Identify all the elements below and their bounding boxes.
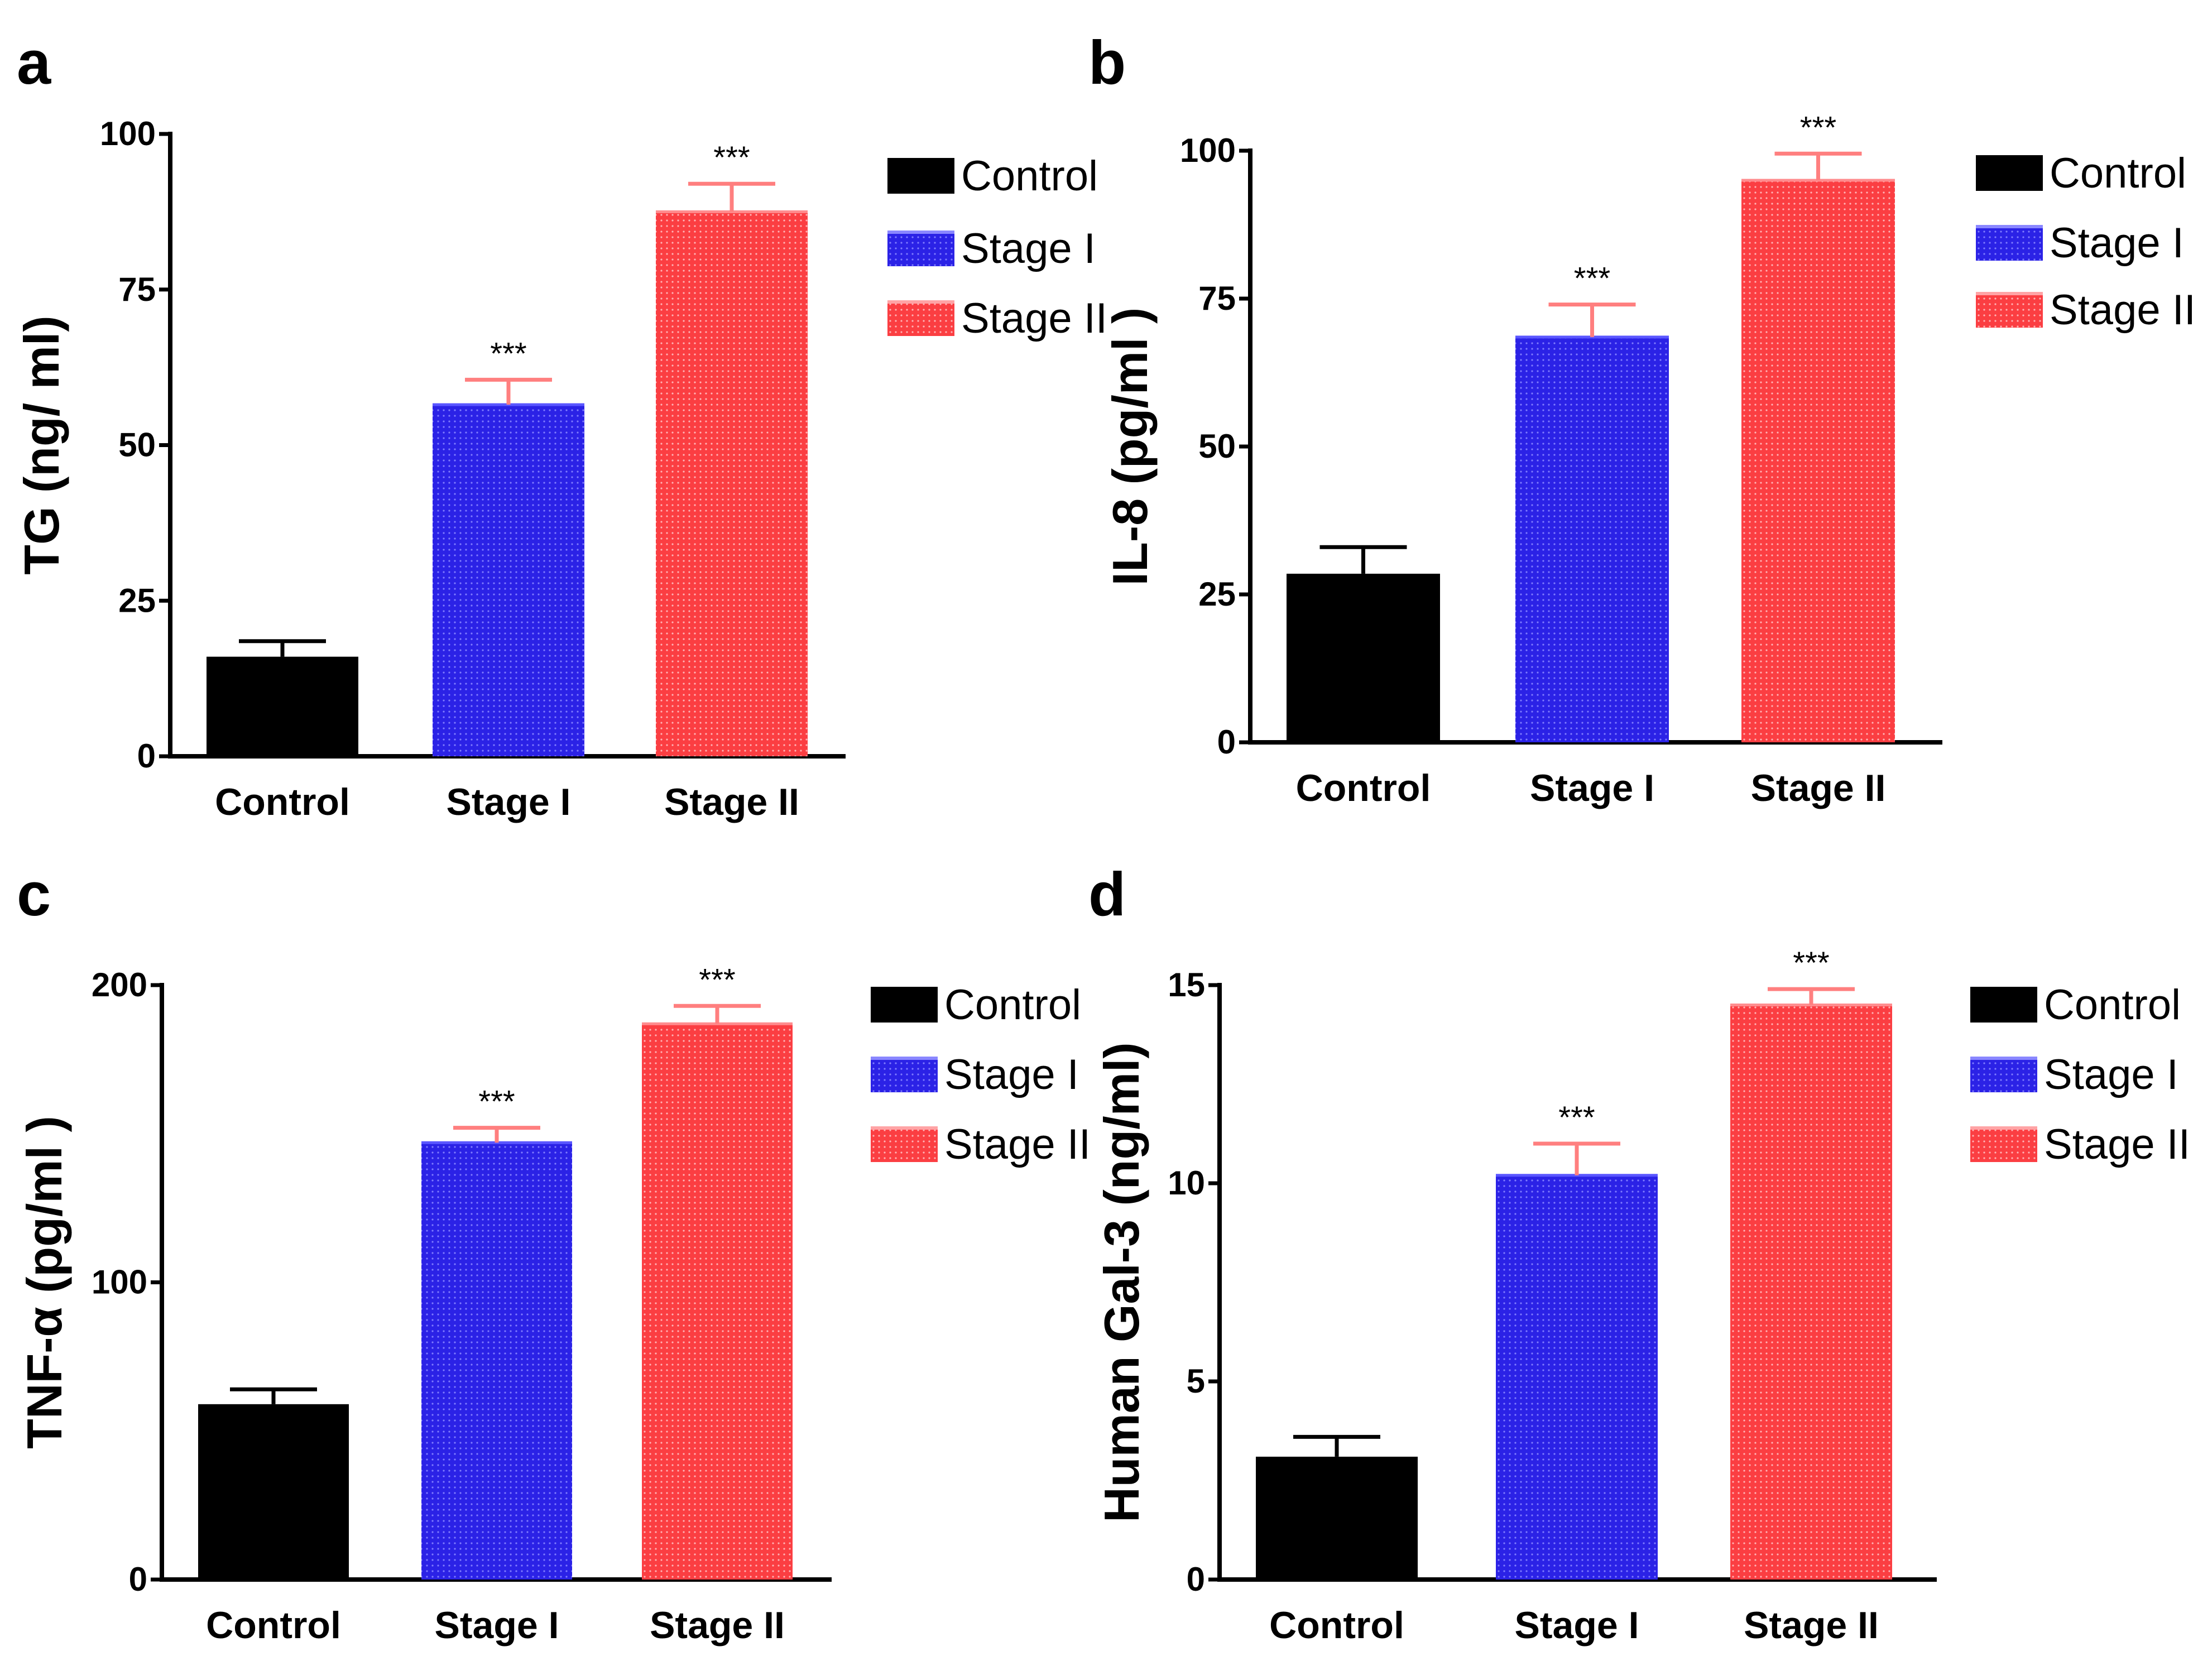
significance-label: *** [699, 962, 735, 997]
legend-label-stage-i: Stage I [944, 1051, 1079, 1098]
x-tick-label-stage-i: Stage I [435, 1604, 559, 1647]
x-tick-label-stage-ii: Stage II [664, 781, 799, 823]
y-axis-label: IL-8 (pg/ml ) [1102, 308, 1158, 586]
legend-swatch-control [887, 158, 954, 194]
y-axis-label: TG (ng/ ml) [14, 315, 69, 574]
legend-label-stage-i: Stage I [2044, 1051, 2178, 1098]
y-tick-label: 5 [1187, 1362, 1205, 1400]
legend-swatch-control [1970, 987, 2037, 1023]
legend-label-control: Control [2050, 150, 2186, 197]
bar-stage-i [433, 405, 584, 756]
y-tick-label: 25 [118, 582, 156, 619]
legend-swatch-control [871, 987, 938, 1023]
y-tick-label: 15 [1168, 966, 1205, 1004]
significance-label: *** [1574, 261, 1610, 296]
bar-control [207, 656, 358, 756]
y-tick-label: 0 [129, 1561, 147, 1598]
y-tick-label: 0 [137, 737, 156, 775]
legend-swatch-stage-ii [887, 300, 954, 336]
y-axis-label: Human Gal-3 (ng/ml) [1094, 1042, 1149, 1523]
legend-label-stage-ii: Stage II [961, 295, 1107, 342]
bar-stage-i [1515, 337, 1669, 742]
panel-letter-a: a [17, 28, 51, 97]
significance-label: *** [1558, 1100, 1595, 1135]
bar-stage-ii [656, 212, 808, 756]
bar-control [1287, 573, 1440, 742]
y-axis-label: TNF-α (pg/ml ) [17, 1116, 72, 1449]
significance-label: *** [478, 1084, 515, 1119]
legend: Control Stage I Stage II [887, 152, 1107, 342]
x-tick-label-stage-i: Stage I [1515, 1604, 1639, 1647]
chart-panel-b: b IL-8 (pg/ml ) 0 25 50 75 100 Control *** Stage … [1088, 28, 2196, 809]
legend-label-stage-i: Stage I [961, 225, 1096, 272]
legend-label-stage-ii: Stage II [944, 1121, 1091, 1168]
chart-panel-a: a TG (ng/ ml) 0 25 50 75 100 Control *** Stage I *… [14, 28, 1107, 823]
significance-label: *** [1793, 945, 1829, 980]
y-tick-label: 100 [92, 1264, 147, 1301]
chart-panel-c: c TNF-α (pg/ml ) 0 100 200 Control *** Stage I *… [17, 860, 1091, 1647]
y-tick-label: 50 [1198, 428, 1236, 465]
bar-stage-i [1496, 1175, 1658, 1580]
y-tick-label: 100 [100, 115, 156, 152]
legend-label-control: Control [961, 152, 1098, 200]
legend-label-stage-ii: Stage II [2050, 286, 2196, 334]
x-tick-label-control: Control [206, 1604, 341, 1647]
x-tick-label-control: Control [1269, 1604, 1404, 1647]
legend-swatch-control [1976, 155, 2043, 191]
legend-swatch-stage-ii [871, 1126, 938, 1162]
x-tick-label-stage-ii: Stage II [650, 1604, 785, 1647]
y-tick-label: 50 [118, 426, 156, 464]
y-tick-label: 0 [1217, 723, 1236, 761]
x-tick-label-control: Control [1296, 767, 1431, 809]
x-tick-label-stage-i: Stage I [447, 781, 571, 823]
legend-swatch-stage-ii [1970, 1126, 2037, 1162]
legend-swatch-stage-i [1970, 1057, 2037, 1092]
legend-label-stage-ii: Stage II [2044, 1121, 2190, 1168]
panel-letter-d: d [1088, 860, 1126, 929]
legend-label-control: Control [2044, 981, 2181, 1029]
significance-label: *** [490, 335, 526, 371]
bar-control [1256, 1456, 1418, 1580]
x-tick-label-control: Control [215, 781, 350, 823]
legend-label-control: Control [944, 981, 1081, 1029]
x-tick-label-stage-ii: Stage II [1744, 1604, 1879, 1647]
legend: Control Stage I Stage II [1976, 150, 2196, 334]
panel-letter-c: c [17, 860, 51, 929]
legend-swatch-stage-i [887, 231, 954, 266]
y-tick-label: 75 [118, 271, 156, 308]
bar-stage-ii [1730, 1005, 1892, 1580]
chart-panel-d: d Human Gal-3 (ng/ml) 0 5 10 15 Control *** Stag… [1088, 860, 2190, 1647]
x-tick-label-stage-ii: Stage II [1751, 767, 1886, 809]
legend-swatch-stage-ii [1976, 292, 2043, 328]
y-tick-label: 200 [92, 966, 147, 1004]
y-tick-label: 100 [1180, 132, 1236, 169]
legend-label-stage-i: Stage I [2050, 219, 2184, 267]
y-tick-label: 25 [1198, 575, 1236, 613]
bar-stage-i [421, 1143, 572, 1580]
y-tick-label: 75 [1198, 280, 1236, 317]
bar-stage-ii [1741, 180, 1895, 742]
significance-label: *** [1800, 109, 1836, 145]
bar-control [198, 1404, 349, 1580]
y-tick-label: 10 [1168, 1164, 1205, 1202]
legend-swatch-stage-i [1976, 225, 2043, 261]
x-tick-label-stage-i: Stage I [1530, 767, 1654, 809]
bar-stage-ii [642, 1024, 793, 1580]
legend: Control Stage I Stage II [1970, 981, 2190, 1168]
panel-letter-b: b [1088, 28, 1126, 97]
significance-label: *** [713, 140, 750, 175]
legend: Control Stage I Stage II [871, 981, 1091, 1168]
y-tick-label: 0 [1187, 1561, 1205, 1598]
legend-swatch-stage-i [871, 1057, 938, 1092]
